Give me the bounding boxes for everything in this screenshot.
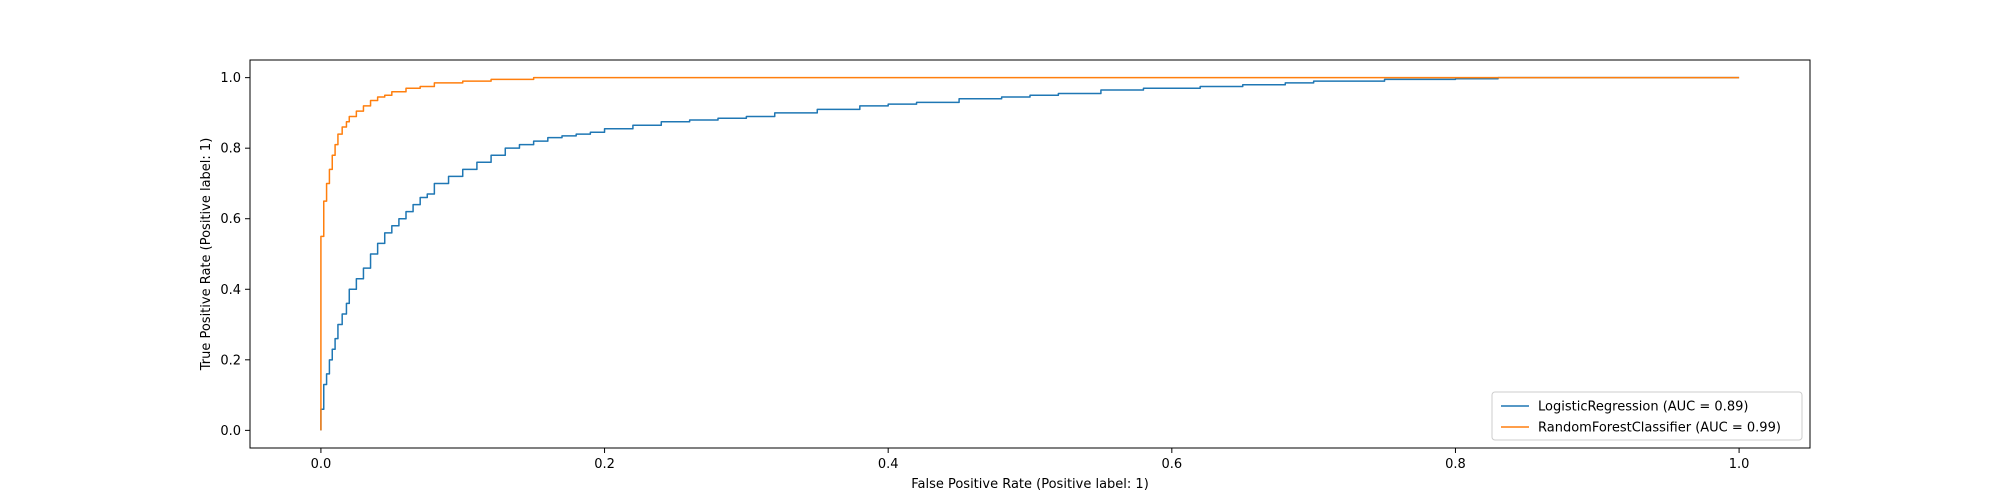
legend-label-random-forest: RandomForestClassifier (AUC = 0.99) [1538,421,1781,436]
y-tick-label: 0.4 [220,283,241,298]
y-tick-label: 0.0 [220,424,241,439]
series-line-logistic-regression [320,76,1740,431]
y-tick-label: 0.2 [220,353,241,368]
x-axis-ticks: 0.0 0.2 0.4 0.6 0.8 1.0 [311,448,1750,472]
y-axis-ticks: 0.0 0.2 0.4 0.6 0.8 1.0 [220,71,250,439]
series-layer [320,76,1740,431]
y-tick-label: 0.8 [220,142,241,157]
x-tick-label: 1.0 [1729,457,1750,472]
y-tick-label: 0.6 [220,212,241,227]
legend: LogisticRegression (AUC = 0.89) RandomFo… [1491,391,1803,441]
series-line-random-forest [320,76,1740,431]
x-axis-label: False Positive Rate (Positive label: 1) [911,477,1149,492]
x-tick-label: 0.4 [878,457,899,472]
x-tick-label: 0.0 [311,457,332,472]
legend-label-logistic-regression: LogisticRegression (AUC = 0.89) [1538,400,1748,415]
legend-box [1491,391,1803,441]
x-tick-label: 0.8 [1445,457,1466,472]
y-axis-label: True Positive Rate (Positive label: 1) [199,138,214,372]
x-tick-label: 0.6 [1161,457,1182,472]
y-tick-label: 1.0 [220,71,241,86]
x-tick-label: 0.2 [594,457,615,472]
axes-frame [249,59,1811,449]
